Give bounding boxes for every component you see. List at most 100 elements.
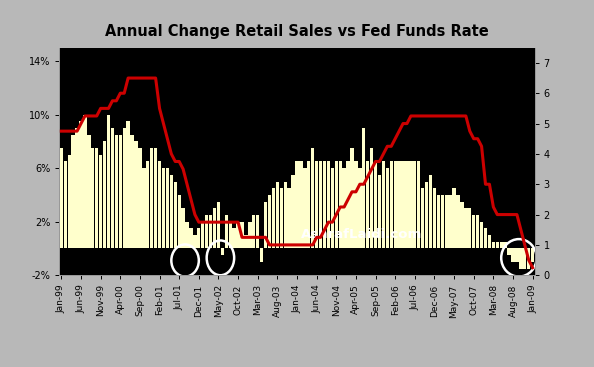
- Bar: [64, 161, 67, 248]
- Bar: [468, 208, 472, 248]
- Bar: [268, 195, 271, 248]
- Bar: [397, 161, 401, 248]
- Bar: [185, 222, 189, 248]
- Bar: [441, 195, 444, 248]
- Bar: [71, 135, 75, 248]
- Bar: [287, 188, 291, 248]
- Bar: [80, 121, 83, 248]
- Bar: [150, 148, 153, 248]
- Bar: [311, 148, 314, 248]
- Bar: [500, 242, 503, 248]
- Bar: [122, 128, 126, 248]
- Bar: [531, 248, 535, 262]
- Bar: [523, 248, 526, 269]
- Bar: [405, 161, 409, 248]
- Bar: [413, 161, 416, 248]
- Bar: [437, 195, 440, 248]
- Bar: [362, 128, 365, 248]
- Bar: [280, 188, 283, 248]
- Bar: [99, 155, 102, 248]
- Bar: [515, 248, 519, 262]
- Bar: [229, 222, 232, 248]
- Bar: [283, 182, 287, 248]
- Bar: [448, 195, 452, 248]
- Bar: [154, 148, 157, 248]
- Bar: [292, 175, 295, 248]
- Bar: [346, 161, 350, 248]
- Bar: [480, 222, 484, 248]
- Bar: [162, 168, 165, 248]
- Bar: [213, 208, 216, 248]
- Bar: [256, 215, 260, 248]
- Bar: [197, 228, 201, 248]
- Bar: [460, 201, 463, 248]
- Bar: [264, 201, 267, 248]
- Bar: [453, 188, 456, 248]
- Bar: [519, 248, 523, 269]
- Bar: [303, 168, 307, 248]
- Bar: [495, 242, 499, 248]
- Bar: [488, 235, 491, 248]
- Bar: [484, 228, 487, 248]
- Bar: [456, 195, 460, 248]
- Bar: [386, 168, 389, 248]
- Bar: [209, 215, 212, 248]
- Bar: [299, 161, 302, 248]
- Bar: [142, 168, 146, 248]
- Bar: [276, 182, 279, 248]
- Bar: [272, 188, 275, 248]
- Bar: [331, 168, 334, 248]
- Bar: [444, 195, 448, 248]
- Bar: [402, 161, 405, 248]
- Bar: [166, 168, 169, 248]
- Bar: [75, 128, 79, 248]
- Bar: [374, 161, 377, 248]
- Bar: [464, 208, 467, 248]
- Bar: [127, 121, 130, 248]
- Bar: [319, 161, 322, 248]
- Bar: [527, 248, 530, 269]
- Bar: [131, 135, 134, 248]
- Bar: [181, 208, 185, 248]
- Bar: [59, 148, 63, 248]
- Bar: [409, 161, 413, 248]
- Bar: [221, 248, 224, 255]
- Bar: [421, 188, 424, 248]
- Bar: [83, 115, 87, 248]
- Bar: [260, 248, 263, 262]
- Bar: [244, 235, 248, 248]
- Bar: [339, 161, 342, 248]
- Bar: [433, 188, 436, 248]
- Bar: [173, 182, 177, 248]
- Bar: [370, 148, 373, 248]
- Bar: [103, 141, 106, 248]
- Bar: [205, 215, 208, 248]
- Bar: [378, 175, 381, 248]
- Bar: [295, 161, 299, 248]
- Bar: [236, 222, 240, 248]
- Bar: [107, 115, 110, 248]
- Bar: [241, 222, 244, 248]
- Bar: [511, 248, 514, 262]
- Bar: [507, 248, 511, 255]
- Bar: [225, 215, 228, 248]
- Text: Annual Change Retail Sales vs Fed Funds Rate: Annual Change Retail Sales vs Fed Funds …: [105, 24, 489, 39]
- Bar: [189, 228, 192, 248]
- Bar: [366, 161, 369, 248]
- Bar: [417, 161, 421, 248]
- Bar: [138, 148, 141, 248]
- Bar: [252, 215, 255, 248]
- Bar: [68, 155, 71, 248]
- Bar: [315, 161, 318, 248]
- Bar: [358, 168, 362, 248]
- Bar: [201, 222, 204, 248]
- Bar: [217, 201, 220, 248]
- Bar: [91, 148, 94, 248]
- Bar: [232, 228, 236, 248]
- Bar: [115, 135, 118, 248]
- Bar: [334, 161, 338, 248]
- Bar: [343, 168, 346, 248]
- Bar: [119, 135, 122, 248]
- Bar: [504, 242, 507, 248]
- Bar: [492, 242, 495, 248]
